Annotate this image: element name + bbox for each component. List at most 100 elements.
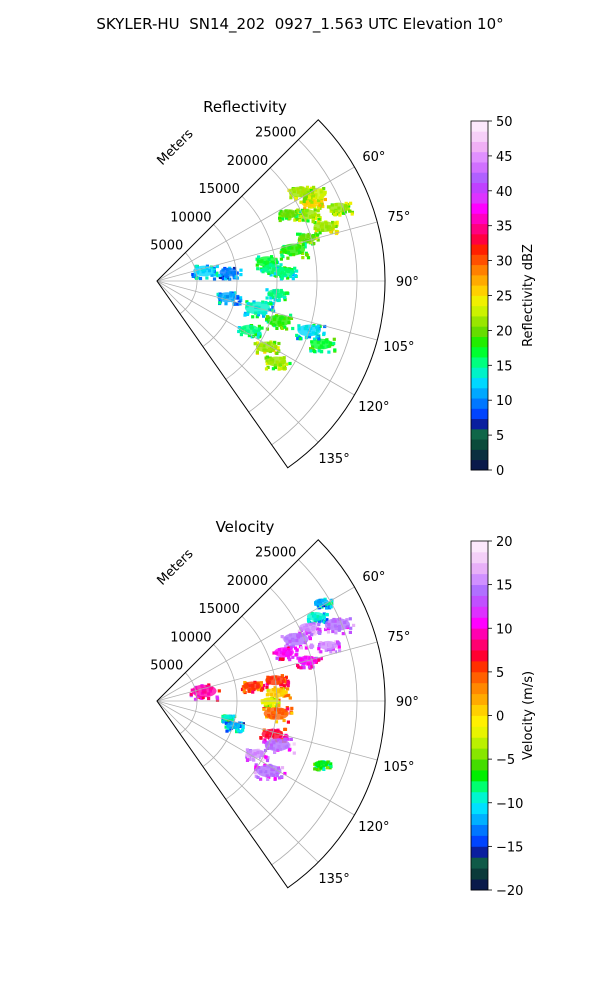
data-cell (306, 219, 310, 223)
data-cell (325, 618, 329, 622)
colorbar-segment (471, 813, 488, 825)
colorbar-segment (471, 213, 488, 225)
data-cell (245, 755, 249, 759)
data-cell (322, 187, 326, 191)
colorbar-segment (471, 759, 488, 771)
data-cell (256, 688, 260, 692)
data-cell (291, 326, 295, 331)
data-region (309, 337, 337, 354)
data-cell (285, 327, 289, 331)
data-cell (286, 276, 290, 280)
radial-gridline (225, 615, 278, 800)
data-cell (259, 685, 263, 690)
data-core (274, 647, 294, 658)
data-cell (311, 216, 315, 220)
data-cell (277, 698, 281, 702)
data-region (287, 185, 316, 202)
data-cell (287, 316, 291, 320)
data-cell (224, 277, 228, 281)
data-cell (314, 228, 318, 233)
data-cell (345, 618, 349, 622)
data-cell (302, 199, 306, 204)
data-cell (274, 720, 279, 724)
data-cell (277, 298, 281, 302)
azimuth-tick-label: 105° (383, 340, 414, 355)
radial-axis-label: Meters (155, 546, 197, 588)
data-cell (309, 188, 313, 193)
data-cell (269, 703, 273, 707)
data-cell (299, 646, 303, 650)
data-cell (242, 689, 246, 693)
data-cell (316, 603, 320, 608)
azimuth-tick-label: 135° (318, 872, 349, 887)
data-cell (256, 775, 260, 779)
colorbar-label: Velocity (m/s) (521, 671, 536, 760)
radial-gridline (202, 224, 238, 347)
data-cell (255, 315, 259, 319)
colorbar-segment (471, 715, 488, 727)
data-cell (277, 703, 281, 708)
data-cell (247, 757, 252, 761)
data-cell (239, 729, 243, 733)
radial-tick-label: 20000 (227, 154, 268, 169)
data-cell (256, 341, 260, 345)
sector-frame (156, 539, 386, 889)
data-cell (266, 777, 270, 781)
data-cell (279, 736, 283, 740)
colorbar-tick-label: 15 (496, 359, 513, 374)
colorbar-segment (471, 439, 488, 450)
data-cell (243, 681, 247, 685)
data-cell (336, 641, 340, 645)
data-cell (349, 626, 353, 630)
data-cell (277, 341, 281, 346)
data-cell (201, 695, 205, 700)
radial-axis-label: Meters (155, 126, 197, 168)
data-cell (264, 755, 268, 759)
data-cell (216, 292, 220, 296)
data-cell (318, 216, 322, 220)
data-cell (212, 266, 216, 270)
data-cell (273, 750, 277, 754)
data-cell (317, 645, 321, 649)
data-cell (324, 648, 328, 652)
data-cell (215, 264, 219, 269)
radial-tick-label: 5000 (150, 659, 183, 674)
data-cell (293, 266, 297, 270)
colorbar-segment (471, 244, 488, 255)
data-cell (317, 198, 321, 203)
data-cell (271, 704, 275, 708)
data-core (238, 324, 259, 335)
data-core (255, 341, 278, 353)
data-cell (289, 313, 293, 317)
colorbar-segment (471, 131, 488, 142)
data-cell (196, 276, 200, 280)
data-cell (256, 335, 260, 339)
data-cell (288, 658, 292, 662)
data-cell (251, 690, 255, 694)
data-cell (300, 251, 304, 255)
azimuth-gridline (156, 166, 355, 282)
polar-grid (156, 559, 385, 866)
colorbar-segment (471, 336, 488, 348)
data-cell (259, 736, 263, 740)
colorbar-segment (471, 726, 488, 738)
data-cell (329, 762, 333, 766)
data-cell (325, 613, 329, 617)
data-cell (265, 296, 269, 300)
colorbar-segment (471, 203, 488, 214)
data-cell (332, 337, 336, 341)
data-cell (311, 348, 315, 353)
data-cell (259, 777, 263, 781)
data-cell (272, 651, 276, 655)
data-cell (275, 656, 279, 660)
data-cell (269, 273, 273, 277)
data-cell (341, 632, 345, 636)
data-cell (291, 644, 295, 648)
data-region (317, 640, 342, 654)
data-cell (271, 301, 275, 305)
data-cell (263, 748, 268, 753)
data-cell (289, 196, 293, 200)
data-cell (273, 298, 277, 302)
data-cell (322, 331, 326, 335)
radial-gridline (225, 195, 278, 380)
